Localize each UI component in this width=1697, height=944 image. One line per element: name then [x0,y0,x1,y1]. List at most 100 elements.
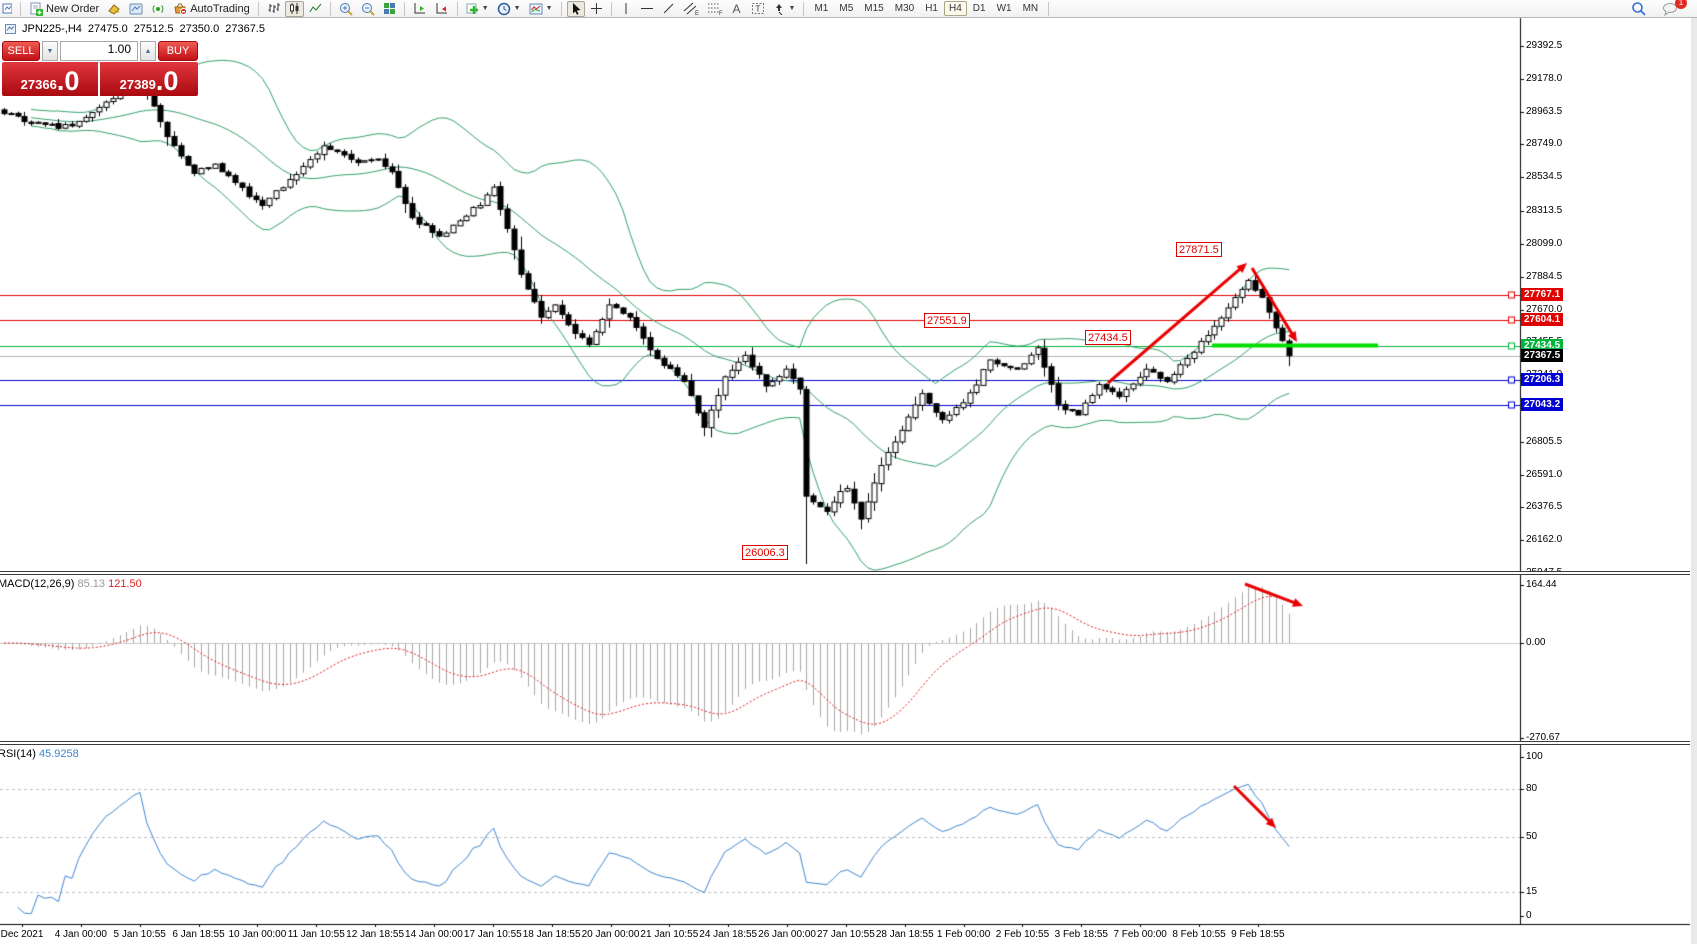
timeframe-mn[interactable]: MN [1022,3,1039,14]
price-tick-label: 28534.5 [1526,171,1563,183]
templates-dropdown-caret[interactable]: ▼ [545,5,553,12]
timeframe-h4[interactable]: H4 [943,1,967,16]
chat-bubble-icon [1663,2,1677,16]
separator [456,1,458,16]
timeframe-m30[interactable]: M30 [894,3,915,14]
templates-button[interactable]: ▼ [526,1,556,17]
equidistant-channel-tool[interactable]: E [680,1,702,17]
time-axis-label: 12 Jan 18:55 [346,929,405,940]
timeframe-m15[interactable]: M15 [864,3,884,14]
periods-button[interactable]: ▼ [494,1,524,17]
rsi-pane-separator[interactable] [0,741,1690,745]
chat-button[interactable]: 1 [1659,0,1687,17]
rsi-axis-label: 0 [1526,910,1532,921]
price-tag[interactable]: 27434.5 [1521,338,1564,352]
new-order-label: New Order [46,2,100,15]
chat-notification-badge: 1 [1675,0,1687,9]
candlestick-button[interactable] [284,0,304,17]
time-axis-label: 24 Jan 18:55 [699,929,758,940]
time-axis-label: 28 Jan 18:55 [875,929,934,940]
text-label-icon: T [751,3,764,14]
time-axis-label: 9 Feb 18:55 [1231,929,1285,940]
timeframe-m5[interactable]: M5 [839,3,854,14]
time-axis-label: 10 Jan 00:00 [228,929,287,940]
sell-price-fraction: .0 [56,66,80,96]
indicators-button[interactable]: ▼ [463,1,492,17]
price-tag[interactable]: 27206.3 [1521,373,1564,387]
price-tick-label: 27670.0 [1526,303,1563,315]
volume-decrease-button[interactable]: ▼ [42,41,58,61]
timeframe-m1[interactable]: M1 [814,3,829,14]
horizontal-line-icon [640,8,653,9]
trendline-tool[interactable] [659,1,678,17]
macd-axis-label: -270.67 [1526,732,1560,744]
search-button[interactable] [1628,1,1649,17]
new-order-icon [30,2,43,16]
price-annotation[interactable]: 27434.5 [1085,330,1131,345]
buy-button[interactable]: BUY [158,41,198,61]
indicators-plus-icon [466,3,478,14]
vertical-line-tool[interactable] [617,1,635,17]
price-tag[interactable]: 27767.1 [1521,287,1564,301]
tile-windows-button[interactable] [380,1,399,17]
styles-button[interactable] [104,1,124,17]
price-tick-label: 26162.0 [1526,534,1563,546]
new-chart-button[interactable] [0,1,15,17]
line-chart-button[interactable] [306,1,325,17]
separator [1048,1,1050,16]
volume-increase-button[interactable]: ▲ [140,41,156,61]
macd-pane-separator[interactable] [0,571,1690,575]
signals-button[interactable] [148,1,168,17]
periods-dropdown-caret[interactable]: ▼ [513,5,521,12]
ohlc-low: 27350.0 [179,23,220,35]
fibonacci-tool[interactable]: F [704,1,726,17]
auto-scroll-button[interactable] [410,1,430,17]
sell-button[interactable]: SELL [2,41,40,61]
time-axis-label: 21 Jan 10:55 [640,929,699,940]
zoom-out-button[interactable] [358,1,378,17]
search-icon [1632,2,1646,16]
arrows-tool[interactable]: ▼ [770,1,799,17]
clock-icon [497,2,510,15]
macd-main-value: 85.13 [77,578,106,590]
new-order-button[interactable]: New Order [26,1,102,17]
rsi-value: 45.9258 [38,748,79,760]
timeframe-d1[interactable]: D1 [972,3,986,14]
macd-label: MACD(12,26,9) 85.13 121.50 [0,578,142,590]
bar-chart-button[interactable] [264,1,283,17]
price-annotation[interactable]: 26006.3 [742,545,788,560]
timeframe-h1[interactable]: H1 [925,3,938,14]
separator [803,1,805,16]
new-chart-icon [2,3,12,14]
arrows-dropdown-caret[interactable]: ▼ [788,5,796,12]
text-label-tool[interactable]: T [748,1,768,17]
price-annotation[interactable]: 27871.5 [1176,242,1222,257]
horizontal-line-tool[interactable] [637,1,657,17]
rsi-axis-label: 15 [1526,886,1538,898]
autotrading-button[interactable]: AutoTrading [170,1,253,17]
price-annotation[interactable]: 27551.9 [924,313,970,328]
signal-icon [152,5,164,13]
chart-shift-button[interactable] [432,1,452,17]
volume-input[interactable]: 1.00 [60,41,138,61]
crosshair-tool-button[interactable] [587,1,606,17]
indicators-dropdown-caret[interactable]: ▼ [481,5,489,12]
ohlc-open: 27475.0 [87,23,128,35]
price-tag[interactable]: 27043.2 [1521,398,1564,412]
main-toolbar: New Order AutoTrading [0,0,1697,18]
bar-chart-icon [268,3,280,13]
time-axis-label: 1 Feb 00:00 [936,929,991,940]
buy-price-panel[interactable]: 27389 .0 [100,62,198,96]
zoom-in-button[interactable] [336,1,356,17]
price-tag[interactable]: 27367.5 [1521,348,1564,362]
timeframe-w1[interactable]: W1 [996,3,1012,14]
sell-price-panel[interactable]: 27366 .0 [2,62,98,96]
window-edge [1691,18,1697,944]
price-tag[interactable]: 27604.1 [1521,312,1564,326]
auto-scroll-icon [414,3,425,14]
profile-button[interactable] [126,1,146,17]
text-tool[interactable]: A [732,1,741,16]
time-axis-label: 8 Feb 10:55 [1172,929,1226,940]
cursor-tool-button[interactable] [566,0,585,17]
